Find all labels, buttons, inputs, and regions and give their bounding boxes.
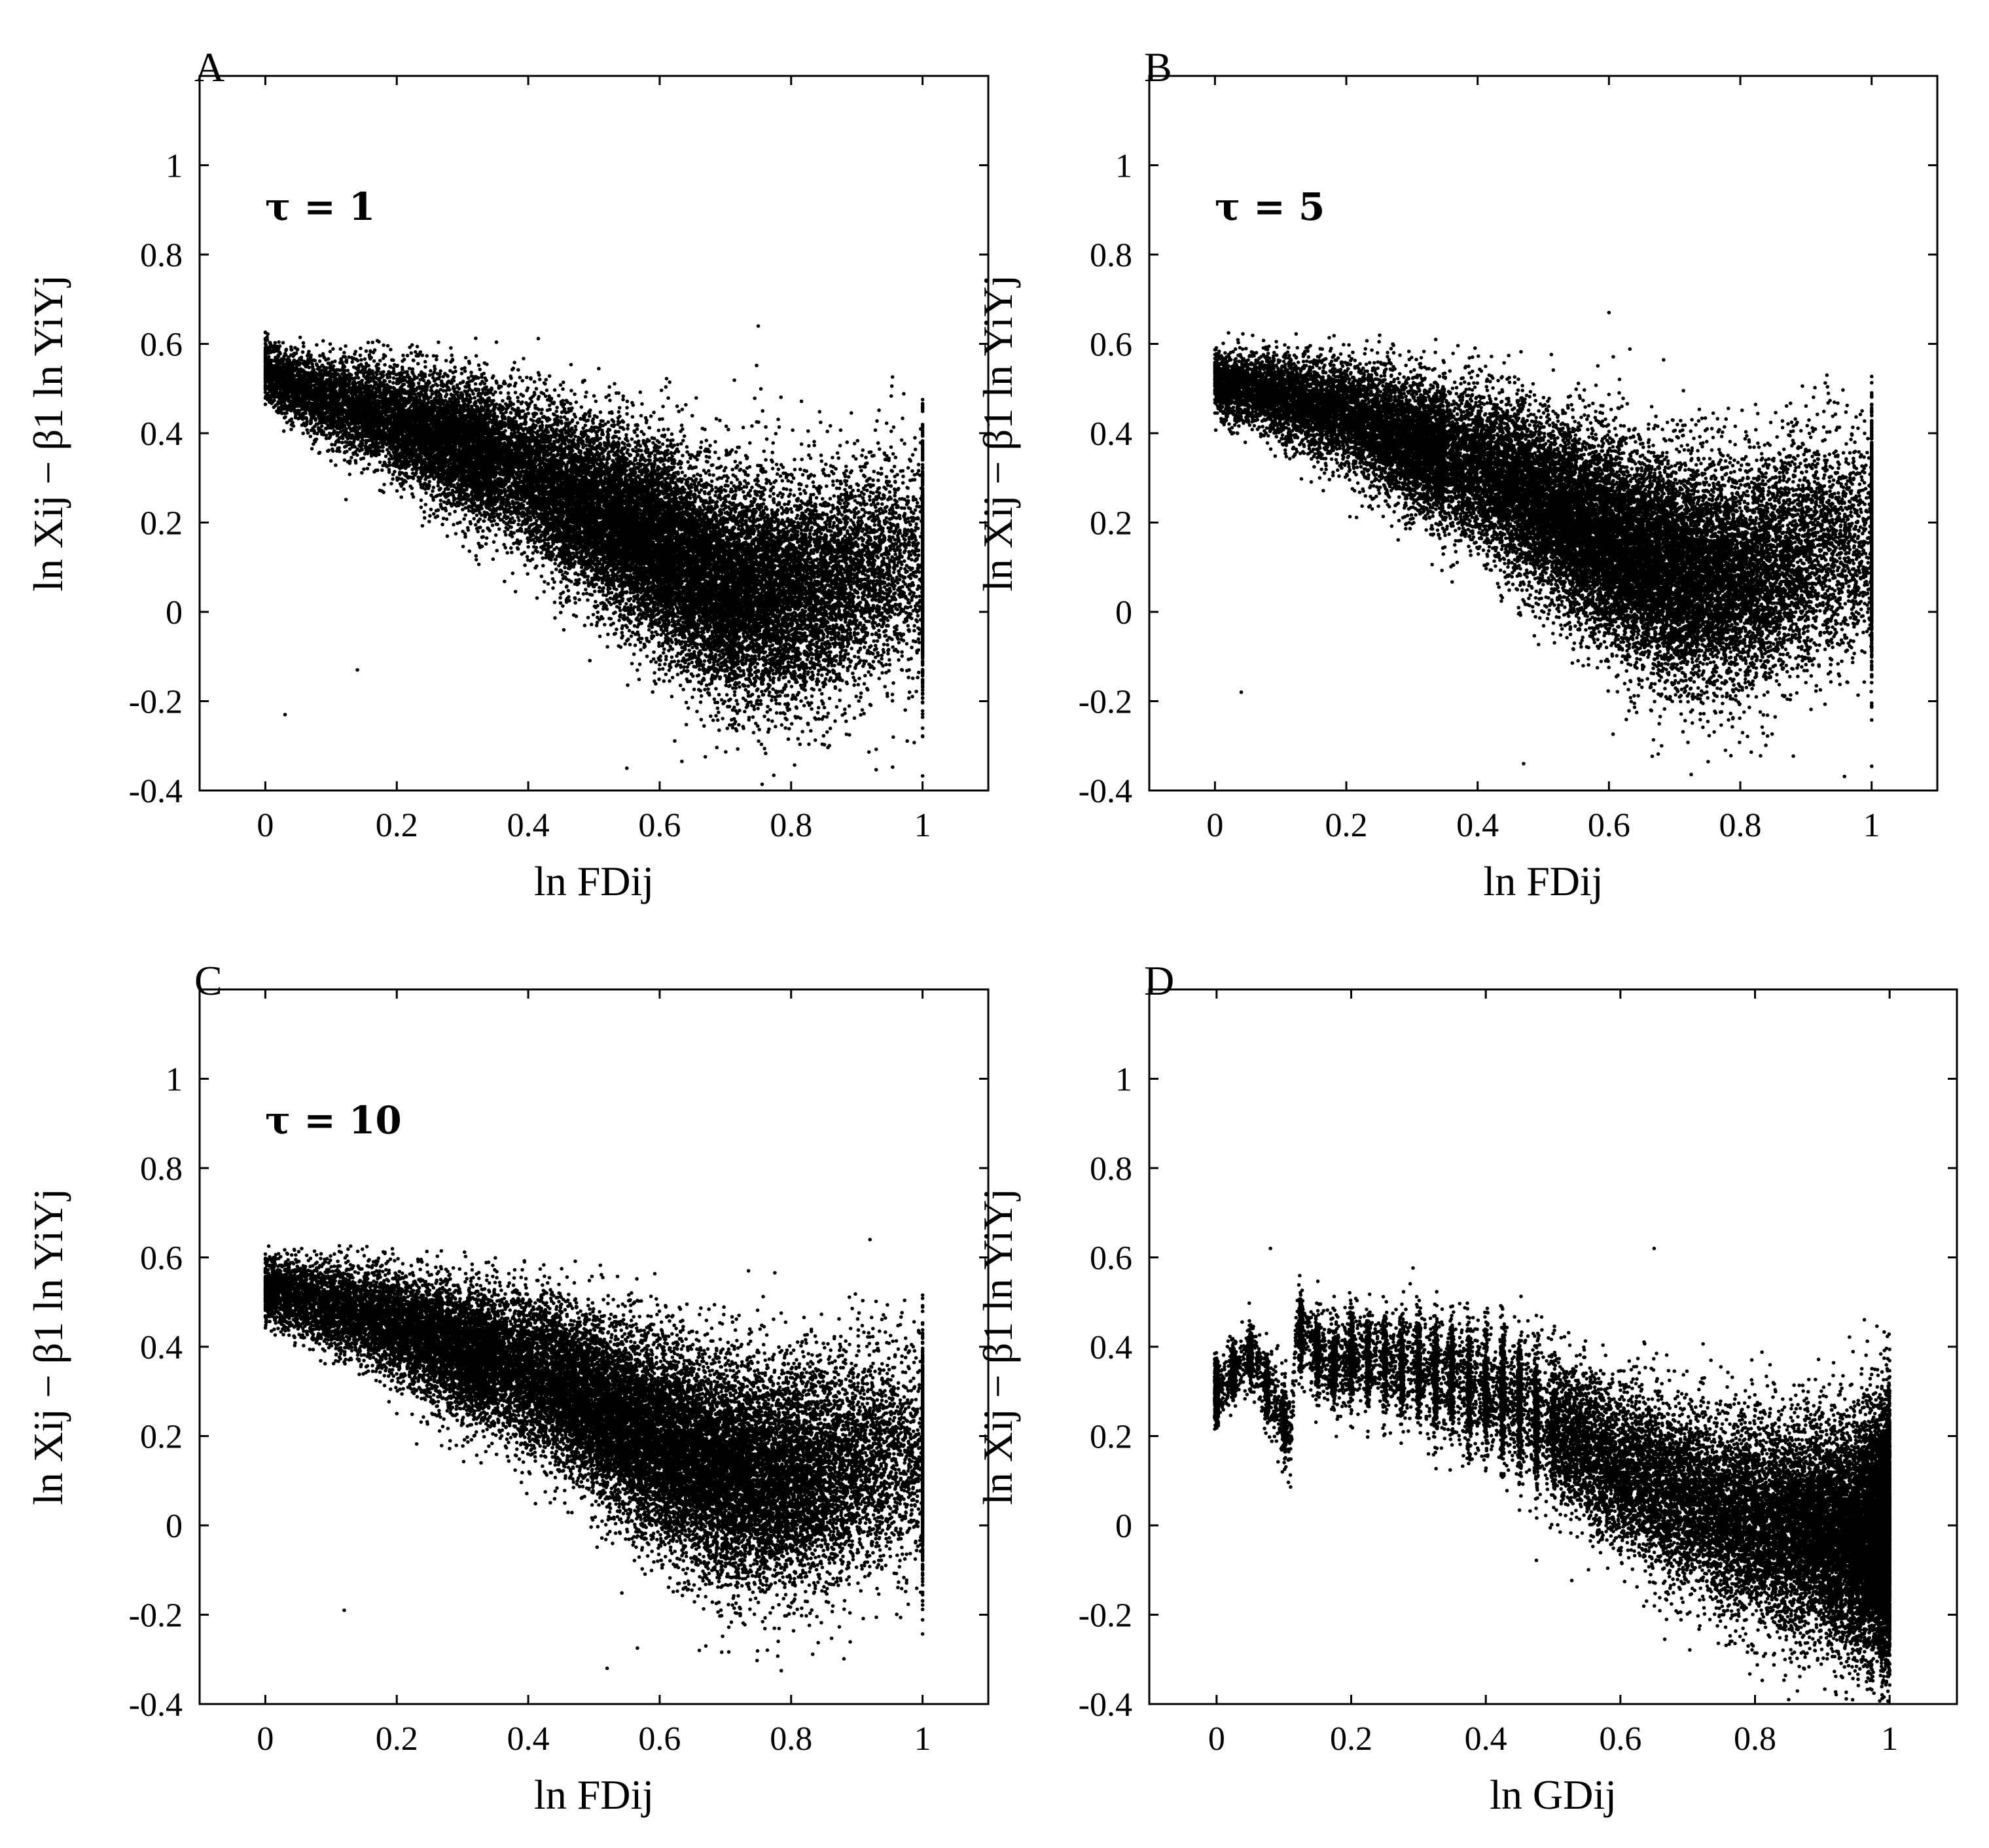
y-tick-label: -0.2 bbox=[1079, 684, 1132, 721]
x-tick-label: 0.4 bbox=[507, 1720, 550, 1758]
scatter-points bbox=[1213, 310, 1874, 779]
y-tick-label: 0.8 bbox=[1090, 1150, 1132, 1188]
y-tick-label: -0.2 bbox=[129, 1597, 183, 1635]
y-tick-label: -0.4 bbox=[1079, 1686, 1132, 1724]
x-tick-label: 1 bbox=[914, 1720, 931, 1758]
x-tick-label: 0 bbox=[1208, 1720, 1225, 1758]
y-tick-label: 0.8 bbox=[1090, 237, 1132, 274]
tau-annotation: τ = 5 bbox=[1215, 185, 1325, 229]
y-tick-label: 0.8 bbox=[140, 237, 183, 274]
x-tick-label: 0 bbox=[1206, 807, 1223, 844]
scatter-points bbox=[263, 324, 925, 787]
y-tick-label: 0.4 bbox=[140, 416, 183, 453]
x-tick-label: 0.6 bbox=[638, 1720, 681, 1758]
scatter-points bbox=[263, 1237, 925, 1673]
x-tick-label: 0.8 bbox=[1719, 807, 1762, 844]
y-tick-label: 1 bbox=[166, 1061, 183, 1099]
y-axis-label: ln Xij − β1 ln YiYj bbox=[975, 275, 1021, 592]
x-tick-label: 0 bbox=[257, 1720, 274, 1758]
y-tick-label: 0.2 bbox=[140, 505, 183, 542]
scatter-cloud bbox=[1213, 1247, 1892, 1703]
x-tick-label: 1 bbox=[1881, 1720, 1898, 1758]
y-tick-label: -0.2 bbox=[1079, 1597, 1132, 1635]
y-tick-label: 0 bbox=[166, 594, 183, 631]
x-axis-label: ln FDij bbox=[534, 858, 654, 904]
x-tick-label: 0.2 bbox=[376, 1720, 418, 1758]
x-tick-label: 0.2 bbox=[1330, 1720, 1372, 1758]
y-tick-label: 1 bbox=[1115, 148, 1132, 185]
y-tick-label: 0.2 bbox=[1090, 1419, 1132, 1456]
panel-label: B bbox=[1144, 44, 1172, 90]
y-tick-label: -0.4 bbox=[129, 773, 183, 810]
x-tick-label: 0.8 bbox=[770, 1720, 812, 1758]
x-tick-label: 0 bbox=[257, 807, 274, 844]
x-tick-label: 0.4 bbox=[1456, 807, 1499, 844]
panel-label: C bbox=[194, 957, 223, 1004]
scatter-points bbox=[1213, 1247, 1892, 1703]
y-tick-label: 0.4 bbox=[140, 1329, 183, 1366]
panel-b: 0 0.2 0.4 0.6 0.8 1 -0.4 -0.2 0 0.2 0.4 0.6 0.8 1 Bτ =… bbox=[975, 44, 1939, 904]
x-tick-label: 0.6 bbox=[1588, 807, 1630, 844]
y-tick-label: 0.6 bbox=[1090, 327, 1132, 364]
tau-annotation: τ = 1 bbox=[265, 185, 375, 229]
y-tick-label: 0 bbox=[1115, 594, 1132, 631]
y-tick-label: 0.6 bbox=[140, 1240, 183, 1277]
x-tick-label: 0.8 bbox=[1734, 1720, 1776, 1758]
y-tick-label: -0.4 bbox=[1079, 773, 1132, 810]
y-tick-label: 0.2 bbox=[1090, 505, 1132, 542]
x-tick-label: 0.4 bbox=[507, 807, 550, 844]
x-axis-label: ln GDij bbox=[1490, 1771, 1617, 1818]
tau-annotation: τ = 10 bbox=[265, 1098, 402, 1143]
y-tick-label: 0 bbox=[1115, 1508, 1132, 1545]
y-tick-label: 0.2 bbox=[140, 1419, 183, 1456]
y-tick-label: 0.4 bbox=[1090, 1329, 1132, 1366]
scatter-cloud bbox=[263, 324, 925, 787]
y-tick-label: 0.8 bbox=[140, 1150, 183, 1188]
x-tick-label: 1 bbox=[1863, 807, 1880, 844]
y-axis-label: ln Xij − β1 ln YiYj bbox=[25, 1188, 71, 1505]
y-axis-label: ln Xij − β1 ln YiYj bbox=[975, 1188, 1021, 1505]
y-tick-label: 1 bbox=[1115, 1061, 1132, 1099]
panel-label: A bbox=[194, 44, 224, 90]
y-tick-label: -0.2 bbox=[129, 684, 183, 721]
y-tick-label: 0.6 bbox=[140, 327, 183, 364]
scatter-cloud bbox=[1213, 310, 1874, 779]
y-tick-label: 0.4 bbox=[1090, 416, 1132, 453]
x-tick-label: 0.6 bbox=[638, 807, 681, 844]
panel-a: 0 0.2 0.4 0.6 0.8 1 -0.4 -0.2 0 0.2 0.4 0.6 0.8 1 Aτ =… bbox=[25, 44, 990, 904]
x-axis-label: ln FDij bbox=[1483, 858, 1603, 904]
panel-d: 0 0.2 0.4 0.6 0.8 1 -0.4 -0.2 0 0.2 0.4 0.6 0.8 1 Dln … bbox=[975, 957, 1958, 1818]
y-tick-label: -0.4 bbox=[129, 1686, 183, 1724]
x-tick-label: 0.2 bbox=[1325, 807, 1368, 844]
scatter-cloud bbox=[263, 1237, 925, 1673]
x-tick-label: 0.2 bbox=[376, 807, 418, 844]
y-axis-label: ln Xij − β1 ln YiYj bbox=[25, 275, 71, 592]
panel-c: 0 0.2 0.4 0.6 0.8 1 -0.4 -0.2 0 0.2 0.4 0.6 0.8 1 Cτ =… bbox=[25, 957, 990, 1818]
y-tick-label: 0 bbox=[166, 1508, 183, 1545]
x-tick-label: 1 bbox=[914, 807, 931, 844]
x-tick-label: 0.8 bbox=[770, 807, 812, 844]
x-tick-label: 0.4 bbox=[1465, 1720, 1507, 1758]
plot-frame bbox=[198, 988, 990, 1705]
x-tick-label: 0.6 bbox=[1599, 1720, 1641, 1758]
y-tick-label: 0.6 bbox=[1090, 1240, 1132, 1277]
y-tick-label: 1 bbox=[166, 148, 183, 185]
panel-label: D bbox=[1144, 957, 1174, 1004]
x-axis-label: ln FDij bbox=[534, 1771, 654, 1818]
